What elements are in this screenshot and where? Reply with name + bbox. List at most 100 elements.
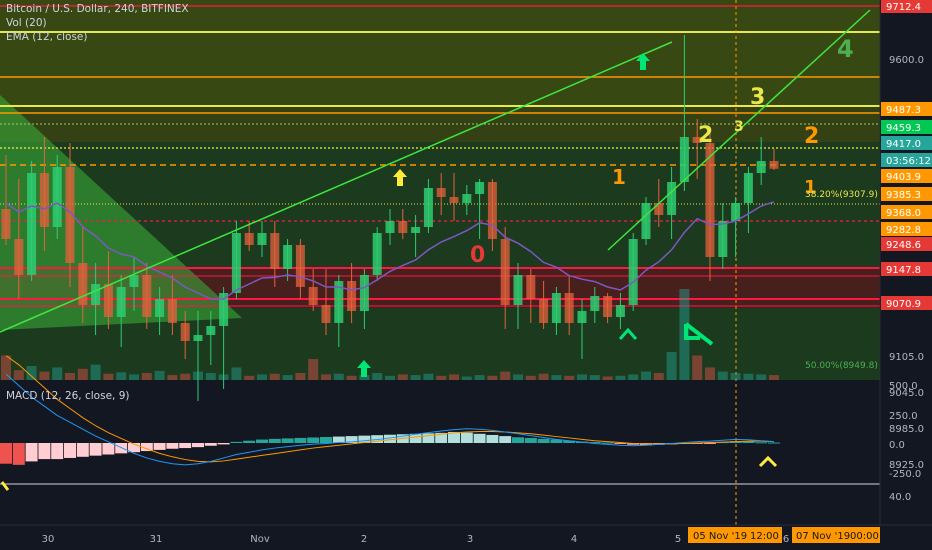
price-label-bg	[881, 120, 932, 134]
candle-body	[628, 239, 638, 305]
volume-bar	[410, 375, 421, 380]
trendlines	[0, 9, 871, 333]
candle-body	[615, 305, 625, 317]
wave-label: 2	[804, 124, 819, 149]
volume-bar	[385, 375, 395, 380]
time-tick: 5	[675, 534, 681, 545]
time-tick: 30	[42, 534, 55, 545]
price-label-bg	[881, 169, 932, 183]
price-label: 9712.4	[886, 2, 921, 13]
price-label-bg	[881, 237, 932, 251]
candle-body	[718, 221, 728, 257]
main-legend: Bitcoin / U.S. Dollar, 240, BITFINEX Vol…	[6, 2, 189, 44]
candle-body	[103, 284, 113, 317]
upper-yellow-zone	[0, 0, 880, 106]
candle-body	[513, 275, 523, 305]
volume-bar	[90, 364, 101, 380]
diag-arrow-green	[684, 322, 714, 346]
volume-bar	[257, 374, 267, 380]
candle-body	[347, 281, 357, 311]
volume-bar	[13, 370, 24, 380]
macd-legend: MACD (12, 26, close, 9)	[6, 389, 129, 403]
candle-body	[603, 296, 613, 317]
volume-bar	[487, 375, 498, 380]
wave-label: 1	[804, 177, 817, 198]
volume-bar	[167, 375, 178, 380]
candle-body	[359, 275, 369, 311]
wave-label: 4	[837, 35, 854, 63]
macd-hist-bar	[140, 443, 153, 452]
macd-hist-bar	[192, 443, 204, 448]
candle-body	[475, 182, 485, 194]
volume-bar	[500, 371, 511, 380]
macd-hist-bar	[51, 443, 64, 460]
macd-hist-bar	[268, 438, 281, 443]
macd-pane	[0, 355, 780, 466]
macd-tick: 40.0	[889, 492, 911, 503]
volume-bar	[359, 375, 370, 380]
macd-tick: 500.0	[889, 381, 918, 392]
price-tick: 8925.0	[889, 460, 924, 471]
macd-hist-bar	[76, 443, 89, 457]
macd-hist-bar	[422, 433, 435, 443]
volume-bar	[346, 375, 357, 380]
volume-bar	[551, 375, 562, 380]
wave-label: 2	[698, 123, 713, 148]
macd-hist-bar	[243, 440, 256, 443]
price-label: 03:56:12	[886, 156, 931, 167]
price-label-bg	[881, 153, 932, 167]
candle-body	[590, 296, 600, 311]
candle-body	[743, 173, 753, 203]
yellow-tick-mark	[0, 481, 10, 491]
candle-body	[180, 323, 190, 341]
candle-body	[295, 245, 305, 287]
fib-label: 38.20%(9307.9)	[805, 190, 878, 200]
candle-body	[526, 275, 536, 299]
candle-body	[756, 161, 766, 173]
up-arrow-yellow	[393, 169, 407, 186]
macd-hist-bar	[704, 443, 716, 444]
crosshair-time: 12:00	[750, 531, 779, 542]
volume-bar	[692, 355, 703, 380]
price-label-bg	[881, 262, 932, 276]
candle-body	[321, 305, 331, 323]
price-label-bg	[881, 205, 932, 219]
volume-bar	[756, 374, 767, 380]
volume-bar	[269, 373, 280, 380]
candle-body	[679, 137, 689, 182]
wave-label: 3	[734, 119, 744, 135]
candle-body	[78, 263, 88, 305]
macd-hist-bar	[204, 443, 217, 446]
end-time-bg	[792, 527, 880, 543]
price-tick: 9105.0	[889, 352, 924, 363]
price-label: 9487.3	[886, 105, 921, 116]
price-label: 9248.6	[886, 240, 921, 251]
volume-bar	[525, 375, 536, 380]
candle-body	[14, 239, 24, 275]
macd-hist-bar	[614, 443, 627, 444]
volume-bar	[321, 374, 331, 380]
volume-bar	[653, 373, 664, 380]
macd-hist-bar	[768, 442, 780, 444]
macd-tick: 250.0	[889, 411, 918, 422]
candle-body	[257, 233, 267, 245]
candle-body	[27, 173, 37, 275]
candle-body	[283, 245, 293, 269]
macd-hist-bar	[115, 443, 128, 454]
candle-body	[193, 335, 203, 341]
price-label-bg	[881, 187, 932, 201]
symbol-title: Bitcoin / U.S. Dollar, 240, BITFINEX	[6, 3, 189, 15]
volume-bar	[513, 374, 523, 380]
price-label: 9459.3	[886, 123, 921, 134]
volume-bar	[730, 373, 741, 380]
candle-body	[116, 287, 126, 317]
time-axis: 30 31 Nov 2 3 4 5 6 05 Nov '19 12:00 07 Nov '19 00:…	[0, 524, 932, 550]
price-label-bg	[881, 136, 932, 150]
candle-body	[39, 173, 49, 227]
volume-bar	[602, 376, 613, 380]
macd-hist-bar	[12, 443, 25, 465]
macd-hist-bar	[755, 442, 768, 444]
crosshair-date: 05 Nov '19	[693, 531, 747, 542]
ema-line	[5, 201, 775, 300]
